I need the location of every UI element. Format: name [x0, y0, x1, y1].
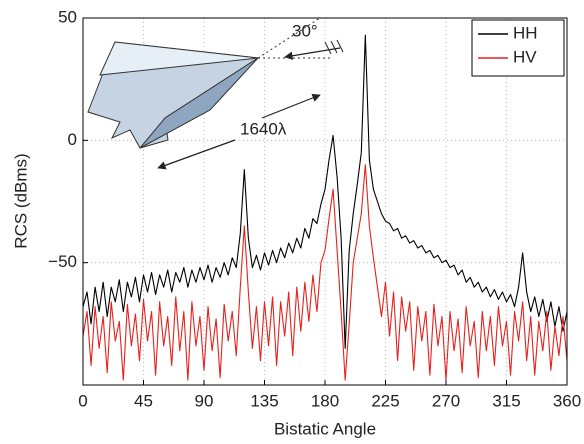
- legend-label: HH: [513, 23, 538, 42]
- angle-annotation: 30°: [292, 21, 318, 40]
- legend: HH HV: [471, 19, 565, 77]
- x-tick-label: 45: [134, 391, 153, 410]
- y-tick-label: 0: [68, 130, 77, 149]
- y-tick-label: 50: [58, 7, 77, 26]
- x-tick-label: 315: [492, 391, 520, 410]
- x-tick-label: 360: [553, 391, 581, 410]
- x-tick-label: 270: [432, 391, 460, 410]
- aircraft-illustration: [87, 17, 344, 170]
- x-tick-label: 135: [250, 391, 278, 410]
- reference-line: [257, 17, 321, 59]
- series-line: [83, 164, 567, 381]
- length-arrow: [261, 93, 321, 119]
- x-tick-label: 225: [371, 391, 399, 410]
- incident-arrow: [284, 47, 341, 60]
- x-tick-label: 180: [311, 391, 339, 410]
- legend-box: [471, 19, 565, 77]
- x-axis-label: Bistatic Angle: [274, 419, 376, 438]
- y-axis-label: RCS (dBms): [11, 153, 30, 248]
- legend-label: HV: [513, 47, 537, 66]
- x-tick-label: 0: [78, 391, 87, 410]
- x-tick-label: 90: [195, 391, 214, 410]
- plot-lines: [83, 34, 567, 381]
- length-arrow: [157, 139, 236, 170]
- length-annotation: 1640λ: [240, 119, 287, 138]
- wave-marks: [324, 39, 344, 55]
- y-tick-label: −50: [48, 252, 77, 271]
- series-line: [83, 34, 567, 349]
